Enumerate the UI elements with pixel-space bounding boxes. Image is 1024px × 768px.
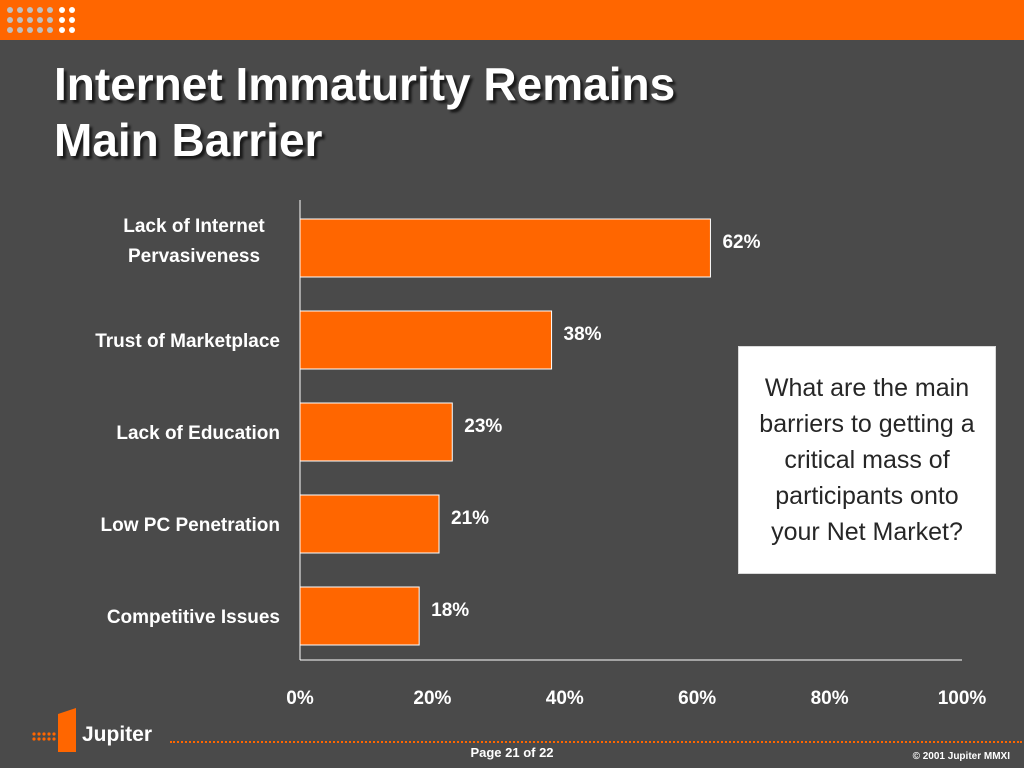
bar-3 [299,494,440,554]
jupiter-logo-icon [32,708,76,752]
x-tick-label-2: 40% [546,688,584,709]
top-accent-bar [0,0,1024,40]
copyright: © 2001 Jupiter MMXI [912,751,1010,762]
x-tick-label-3: 60% [678,688,716,709]
category-label-0-line-0: Lack of Internet [123,216,265,237]
x-tick-label-0: 0% [286,688,314,709]
x-tick-label-4: 80% [811,688,849,709]
category-label-2: Lack of Education [116,423,280,444]
page-number: Page 21 of 22 [470,745,554,760]
x-tick-label-5: 100% [938,688,987,709]
data-label-3: 21% [451,508,489,529]
category-label-0-line-1: Pervasiveness [128,246,260,267]
question-callout: What are the main barriers to getting a … [738,346,996,574]
category-label-1: Trust of Marketplace [95,331,280,352]
category-label-4: Competitive Issues [107,607,280,628]
slide-title: Internet Immaturity Remains Main Barrier [54,56,954,168]
bar-2 [299,402,453,462]
data-label-1: 38% [564,324,602,345]
data-label-0: 62% [722,232,760,253]
dot-grid-logo-icon [7,7,75,33]
data-label-4: 18% [431,600,469,621]
logo-text: Jupiter [82,723,153,746]
slide-title-line-2: Main Barrier [54,114,323,166]
bar-1 [299,310,553,370]
x-tick-label-1: 20% [413,688,451,709]
data-label-2: 23% [464,416,502,437]
footer-divider [170,741,1022,743]
question-callout-text: What are the main barriers to getting a … [759,374,975,546]
category-label-3: Low PC Penetration [101,515,280,536]
bar-4 [299,586,420,646]
bar-0 [299,218,711,278]
slide-title-line-1: Internet Immaturity Remains [54,58,676,110]
